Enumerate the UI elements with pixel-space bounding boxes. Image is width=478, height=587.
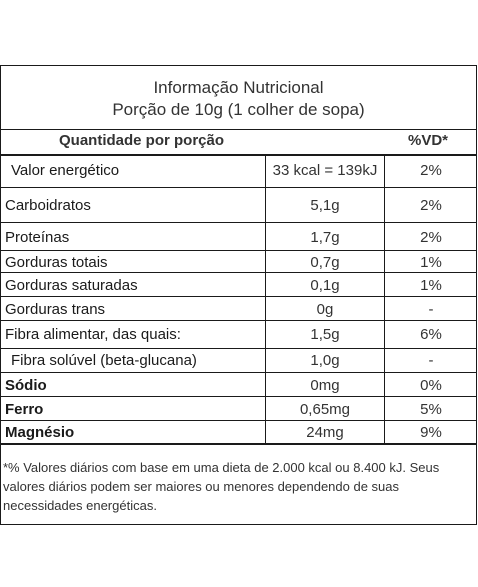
nutrient-vd: 2%: [420, 197, 442, 214]
nutrient-vd: 1%: [420, 254, 442, 271]
nutrient-quantity: 0,65mg: [299, 401, 351, 418]
nutrient-quantity: 0,1g: [310, 277, 340, 294]
divider: [1, 443, 476, 445]
nutrient-label: Carboidratos: [5, 197, 91, 214]
nutrient-vd: 6%: [420, 326, 442, 343]
nutrient-quantity: 1,0g: [310, 352, 340, 369]
nutrient-vd: -: [428, 352, 434, 369]
serving-size: Porção de 10g (1 colher de sopa): [112, 100, 365, 119]
nutrient-quantity: 1,7g: [310, 229, 340, 246]
divider: [1, 348, 476, 349]
divider: [1, 154, 476, 156]
nutrient-vd: 5%: [420, 401, 442, 418]
nutrient-vd: 2%: [420, 229, 442, 246]
nutrient-vd: 1%: [420, 277, 442, 294]
nutrient-vd: 0%: [420, 377, 442, 394]
nutrition-facts-panel: Informação Nutricional Porção de 10g (1 …: [0, 65, 477, 525]
column-divider: [384, 155, 385, 443]
panel-title: Informação Nutricional: [153, 78, 324, 97]
nutrient-label: Gorduras totais: [5, 254, 108, 271]
nutrient-label: Magnésio: [5, 424, 75, 441]
divider: [1, 222, 476, 223]
nutrient-label: Gorduras saturadas: [5, 277, 138, 294]
nutrient-quantity: 0mg: [310, 377, 340, 394]
nutrient-quantity: 33 kcal = 139kJ: [272, 162, 378, 179]
header-vd-label: %VD*: [408, 132, 449, 149]
nutrient-vd: 2%: [420, 162, 442, 179]
divider: [1, 129, 476, 130]
nutrient-quantity: 1,5g: [310, 326, 340, 343]
nutrient-quantity: 24mg: [306, 424, 344, 441]
nutrient-quantity: 0g: [316, 301, 334, 318]
divider: [1, 420, 476, 421]
nutrient-quantity: 5,1g: [310, 197, 340, 214]
nutrient-label: Fibra alimentar, das quais:: [5, 326, 181, 343]
column-divider: [265, 155, 266, 443]
nutrient-quantity: 0,7g: [310, 254, 340, 271]
divider: [1, 250, 476, 251]
nutrient-label: Valor energético: [11, 162, 120, 179]
nutrient-vd: 9%: [420, 424, 442, 441]
divider: [1, 187, 476, 188]
divider: [1, 396, 476, 397]
nutrient-label: Proteínas: [5, 229, 70, 246]
divider: [1, 296, 476, 297]
nutrient-vd: -: [428, 301, 434, 318]
divider: [1, 372, 476, 373]
nutrient-label: Fibra solúvel (beta-glucana): [11, 352, 197, 369]
header-quantity-label: Quantidade por porção: [59, 132, 225, 149]
footnote: *% Valores diários com base em uma dieta…: [3, 460, 440, 513]
divider: [1, 320, 476, 321]
nutrient-label: Gorduras trans: [5, 301, 106, 318]
nutrient-label: Ferro: [5, 401, 44, 418]
divider: [1, 272, 476, 273]
nutrient-label: Sódio: [5, 377, 47, 394]
